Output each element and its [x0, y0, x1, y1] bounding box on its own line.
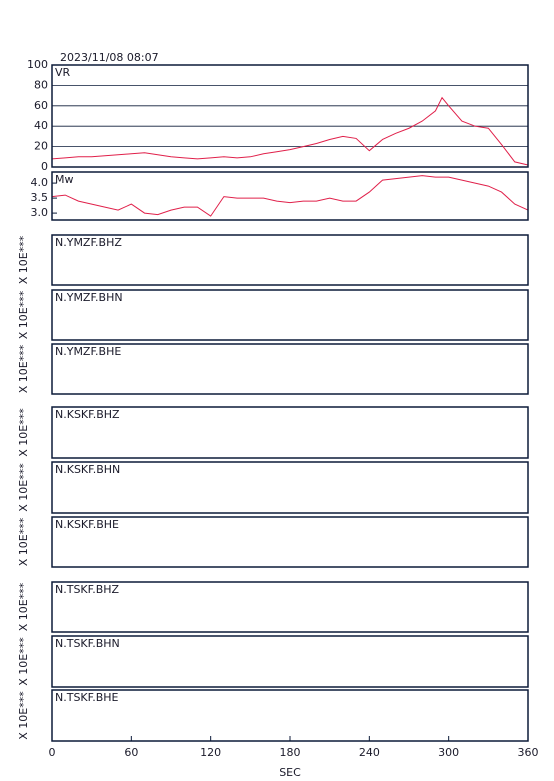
y-axis-label: X 10E*** [17, 408, 30, 457]
y-tick-label: 40 [34, 119, 48, 132]
y-tick-label: 100 [27, 58, 48, 71]
x-tick-label: 120 [200, 746, 221, 759]
panel-frame [51, 516, 529, 568]
panel-frame [51, 234, 529, 286]
panel-label: N.KSKF.BHN [55, 463, 120, 476]
panel-label: N.YMZF.BHN [55, 291, 123, 304]
y-axis-label: X 10E*** [17, 517, 30, 566]
panel-frame [51, 581, 529, 633]
y-tick-label: 3.5 [31, 191, 49, 204]
panel-label: N.TSKF.BHN [55, 637, 120, 650]
x-tick-label: 0 [49, 746, 56, 759]
series-line [51, 175, 529, 217]
panel-frame [51, 289, 529, 341]
x-tick-label: 360 [518, 746, 539, 759]
y-tick-label: 0 [41, 160, 48, 173]
y-tick-label: 20 [34, 140, 48, 153]
x-tick-label: 180 [280, 746, 301, 759]
y-axis-label: X 10E*** [17, 582, 30, 631]
panel-frame [51, 689, 529, 742]
panel-label: N.YMZF.BHE [55, 345, 121, 358]
y-axis-label: X 10E*** [17, 290, 30, 339]
y-tick-label: 3.0 [31, 206, 49, 219]
panel-label: VR [55, 66, 71, 79]
panel-label: N.YMZF.BHZ [55, 236, 122, 249]
panel-label: N.KSKF.BHZ [55, 408, 120, 421]
y-tick-label: 80 [34, 78, 48, 91]
y-axis-label: X 10E*** [17, 235, 30, 284]
series-line [51, 96, 529, 166]
panel-label: N.TSKF.BHE [55, 691, 119, 704]
x-tick-label: 300 [438, 746, 459, 759]
y-tick-label: 4.0 [31, 176, 49, 189]
x-axis-label: SEC [279, 766, 301, 779]
panel-frame [51, 343, 529, 395]
y-tick-label: 60 [34, 99, 48, 112]
chart-title: 2023/11/08 08:07 [60, 51, 159, 64]
panel-frame [51, 635, 529, 688]
panel-frame [51, 461, 529, 514]
panel-frame [51, 406, 529, 459]
x-tick-label: 60 [124, 746, 138, 759]
panel-label: Mw [55, 173, 74, 186]
y-axis-label: X 10E*** [17, 344, 30, 393]
y-axis-label: X 10E*** [17, 691, 30, 740]
panel-frame [51, 64, 529, 168]
panel-label: N.KSKF.BHE [55, 518, 119, 531]
y-axis-label: X 10E*** [17, 637, 30, 686]
panel-frame [51, 171, 529, 221]
panel-label: N.TSKF.BHZ [55, 583, 120, 596]
y-axis-label: X 10E*** [17, 463, 30, 512]
x-tick-label: 240 [359, 746, 380, 759]
